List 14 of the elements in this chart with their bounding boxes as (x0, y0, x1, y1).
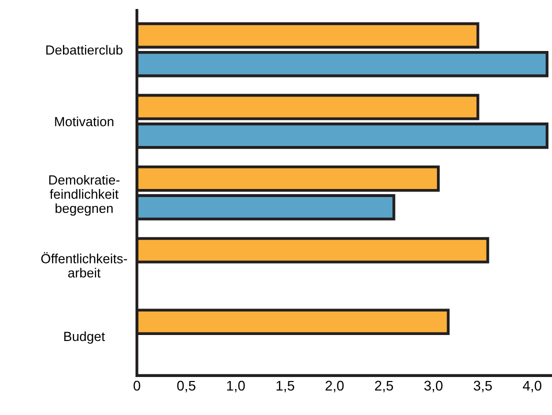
y-tick-label: Budget (64, 331, 105, 344)
y-tick-label: Motivation (55, 116, 114, 126)
y-tick-label: Öffentlichkeits- arbeit (41, 252, 128, 278)
x-tick-label: 1,5 (276, 380, 294, 392)
x-tick-label: 2,0 (326, 380, 344, 392)
x-tick-label: 2,5 (375, 380, 394, 392)
x-tick-label: 0,5 (177, 380, 196, 392)
x-tick-label: 3,0 (424, 380, 443, 392)
x-tick-label: 4,0 (522, 380, 542, 392)
x-tick-label: 3,5 (474, 380, 492, 392)
x-tick-label: 0 (134, 380, 140, 391)
x-tick-label: 1,0 (227, 380, 245, 392)
y-tick-label: Demokratie- feindlichkeit begegnen (49, 174, 120, 216)
y-tick-label: Debattierclub (46, 44, 122, 55)
